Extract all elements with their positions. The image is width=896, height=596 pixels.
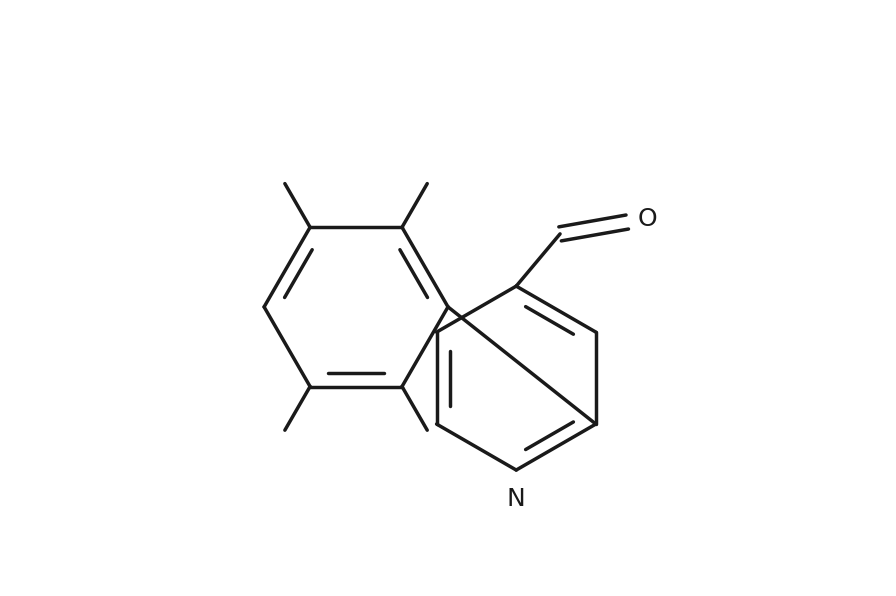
Text: O: O <box>638 207 658 231</box>
Text: N: N <box>507 487 526 511</box>
